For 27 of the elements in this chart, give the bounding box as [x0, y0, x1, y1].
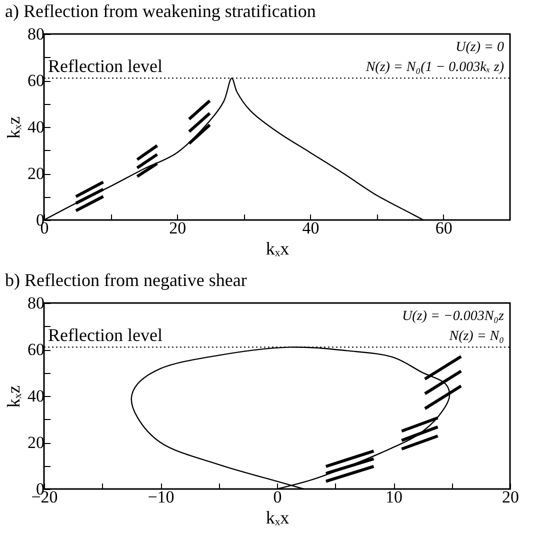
y-tick-label: 20 — [28, 433, 44, 452]
x-tick-label: 20 — [169, 218, 186, 238]
annotation: N(z) = N₀ — [448, 329, 504, 344]
annotation: U(z) = 0 — [456, 40, 504, 55]
x-axis-title: kₓx — [266, 508, 290, 528]
y-tick-label: 40 — [28, 118, 44, 136]
chart-title: b) Reflection from negative shear — [5, 270, 247, 290]
y-axis-title: kₓz — [4, 116, 24, 139]
chart-title: a) Reflection from weakening stratification — [5, 1, 316, 21]
y-tick-label: 60 — [28, 340, 44, 359]
y-axis-title: kₓz — [4, 385, 24, 408]
x-tick-label: 10 — [386, 488, 402, 506]
y-tick-label: 80 — [28, 24, 44, 44]
x-tick-label: 0 — [273, 488, 282, 506]
x-tick-label: 40 — [302, 218, 320, 238]
y-tick-label: 80 — [28, 294, 44, 312]
y-tick-label: 60 — [28, 71, 44, 90]
x-axis-title: kₓx — [266, 238, 290, 258]
annotation: U(z) = −0.003N₀z — [402, 309, 505, 324]
annotation: N(z) = N₀(1 − 0.003kₓ z) — [364, 60, 504, 75]
ref-line-label: Reflection level — [48, 325, 162, 346]
x-tick-label: −10 — [148, 488, 174, 506]
y-tick-label: 40 — [28, 386, 44, 406]
y-tick-label: 20 — [28, 164, 44, 183]
x-tick-label: 60 — [435, 218, 452, 238]
ref-line-label: Reflection level — [48, 56, 162, 76]
x-tick-label: 20 — [502, 488, 519, 506]
